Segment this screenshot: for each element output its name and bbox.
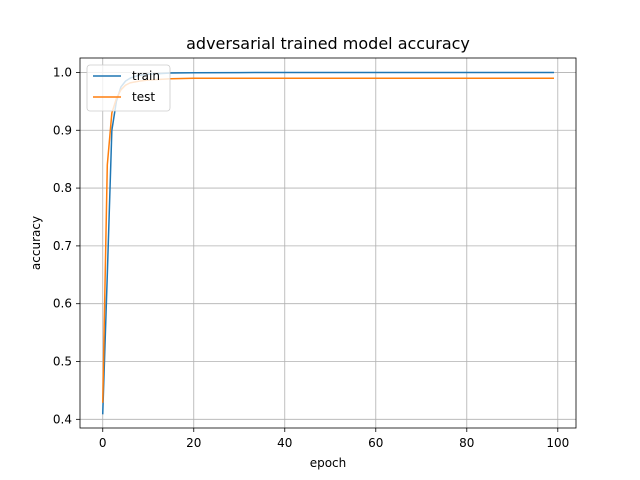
chart-title: adversarial trained model accuracy <box>186 34 470 53</box>
series-line-test <box>101 77 554 403</box>
y-tick-label: 0.6 <box>53 297 72 311</box>
x-tick-label: 20 <box>186 436 201 450</box>
x-tick-label: 80 <box>459 436 474 450</box>
y-tick-label: 0.9 <box>53 123 72 137</box>
plot-frame <box>79 57 577 429</box>
legend-label-test: test <box>132 90 155 104</box>
y-tick-label: 1.0 <box>53 65 72 79</box>
legend: train test <box>86 64 171 112</box>
x-axis-label: epoch <box>310 456 347 470</box>
y-tick-label: 0.4 <box>53 412 72 426</box>
legend-label-train: train <box>132 69 160 83</box>
axis-ticks: 0 20 40 60 80 100 0.4 0.5 0.6 0.7 0.8 0.9 1.0 <box>53 65 569 450</box>
y-tick-label: 0.5 <box>53 355 72 369</box>
y-tick-label: 0.7 <box>53 239 72 253</box>
y-axis-label: accuracy <box>29 216 43 270</box>
series-line-train <box>101 71 554 415</box>
x-tick-label: 60 <box>368 436 383 450</box>
x-tick-label: 0 <box>99 436 107 450</box>
x-tick-label: 40 <box>277 436 292 450</box>
x-tick-label: 100 <box>546 436 569 450</box>
y-tick-label: 0.8 <box>53 181 72 195</box>
grid-lines <box>80 58 576 428</box>
series-lines <box>101 71 554 415</box>
